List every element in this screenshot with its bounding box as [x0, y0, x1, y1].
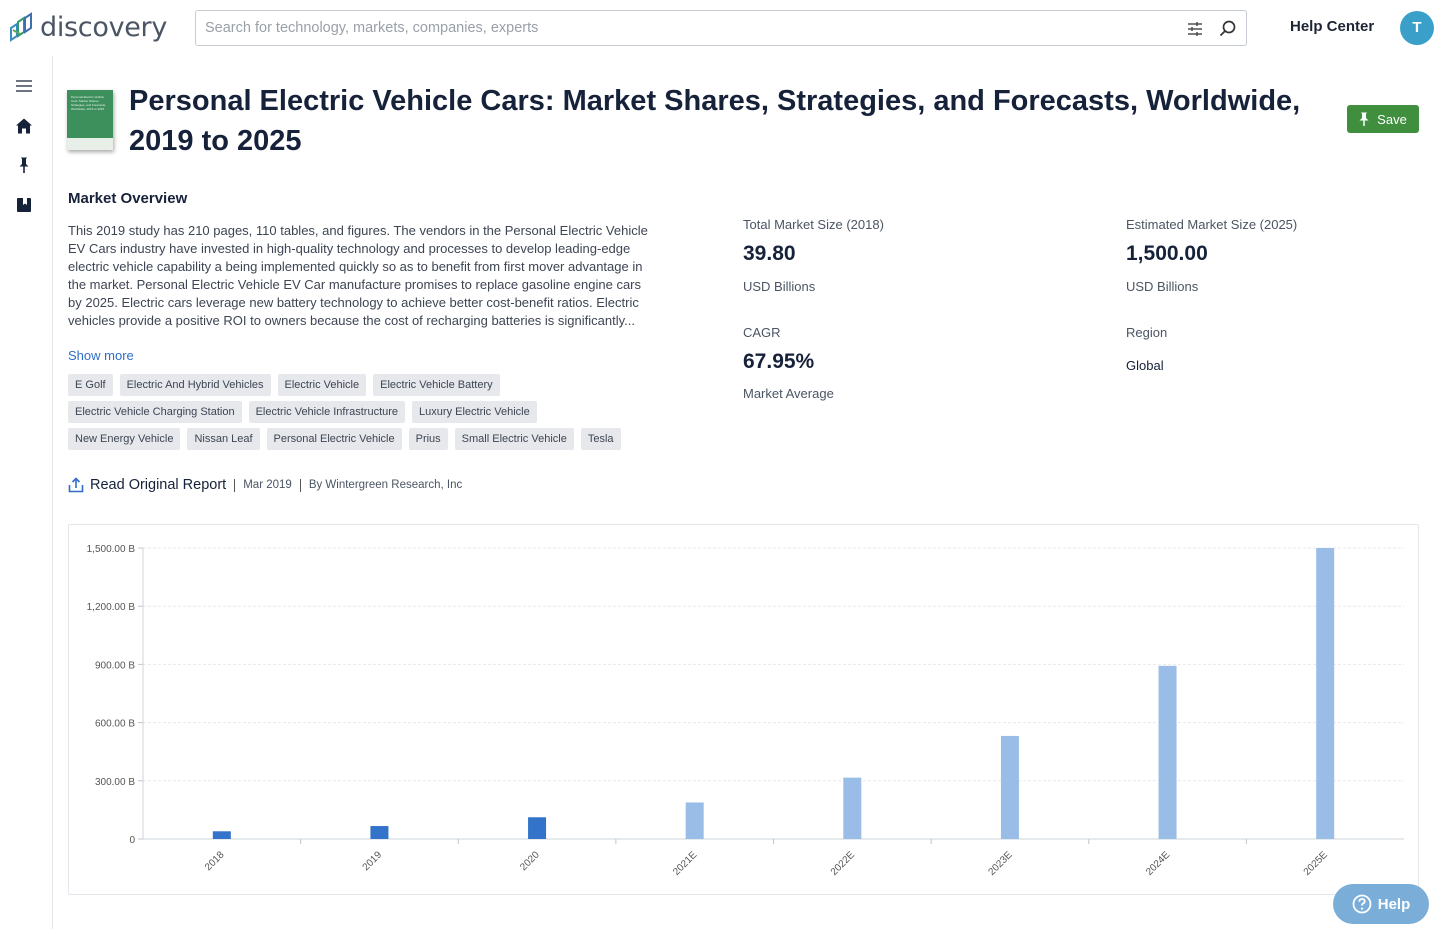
tag-list: E Golf Electric And Hybrid Vehicles Elec… [68, 374, 678, 455]
tag[interactable]: Electric Vehicle Infrastructure [249, 401, 405, 423]
tag[interactable]: Prius [409, 428, 448, 450]
search-input[interactable] [205, 18, 1165, 38]
logo[interactable]: discovery [8, 10, 167, 44]
bar [1316, 548, 1334, 839]
region-label: Region [1126, 325, 1167, 340]
menu-icon[interactable] [15, 77, 33, 95]
bar [213, 831, 231, 839]
tag[interactable]: Small Electric Vehicle [455, 428, 574, 450]
search-icon[interactable] [1218, 19, 1238, 39]
avatar[interactable]: T [1400, 11, 1434, 45]
home-icon[interactable] [15, 117, 33, 135]
top-bar: discovery Help Center T [0, 0, 1434, 56]
total-market-size-label: Total Market Size (2018) [743, 217, 884, 232]
bar [843, 778, 861, 839]
y-tick-label: 1,200.00 B [87, 602, 136, 613]
bar [1159, 666, 1177, 839]
help-center-link[interactable]: Help Center [1290, 18, 1374, 35]
bar [370, 826, 388, 839]
main-content: Personal Electric Vehicle Cars: Market S… [53, 56, 1434, 929]
filter-icon[interactable] [1186, 20, 1204, 38]
bar [1001, 736, 1019, 839]
share-icon[interactable] [68, 477, 84, 493]
tag[interactable]: New Energy Vehicle [68, 428, 180, 450]
cagr-sub: Market Average [743, 386, 834, 401]
x-tick-label: 2019 [361, 849, 385, 873]
y-tick-label: 1,500.00 B [87, 544, 136, 555]
tag-row: E Golf Electric And Hybrid Vehicles Elec… [68, 374, 678, 396]
x-tick-label: 2020 [518, 849, 542, 873]
divider [300, 479, 301, 492]
read-original-report-link[interactable]: Read Original Report [90, 477, 226, 493]
report-source-row: Read Original Report Mar 2019 By Winterg… [68, 474, 462, 496]
x-tick-label: 2022E [829, 849, 857, 877]
library-icon[interactable] [15, 196, 33, 214]
tag[interactable]: Electric Vehicle [278, 374, 367, 396]
region-value: Global [1126, 358, 1164, 373]
total-market-size-unit: USD Billions [743, 279, 815, 294]
report-cover-image: Personal Electric Vehicle Cars: Market S… [67, 90, 113, 150]
x-tick-label: 2021E [671, 849, 699, 877]
tag[interactable]: Nissan Leaf [187, 428, 259, 450]
tag[interactable]: Electric Vehicle Battery [373, 374, 500, 396]
side-nav [0, 56, 53, 929]
x-tick-label: 2024E [1144, 849, 1172, 877]
tag[interactable]: Luxury Electric Vehicle [412, 401, 537, 423]
bar [528, 817, 546, 839]
y-tick-label: 0 [129, 835, 135, 846]
page-title: Personal Electric Vehicle Cars: Market S… [129, 81, 1329, 161]
search-bar[interactable] [195, 10, 1247, 46]
tag-row: New Energy Vehicle Nissan Leaf Personal … [68, 428, 678, 450]
x-tick-label: 2025E [1302, 849, 1330, 877]
tag[interactable]: Personal Electric Vehicle [267, 428, 402, 450]
tag[interactable]: E Golf [68, 374, 113, 396]
logo-text: discovery [40, 12, 167, 43]
x-tick-label: 2023E [986, 849, 1014, 877]
divider [234, 479, 235, 492]
cagr-value: 67.95% [743, 350, 814, 374]
bar-chart: 0 300.00 B 600.00 B 900.00 B 1,200.00 B 1,500… [69, 525, 1420, 896]
save-label: Save [1377, 112, 1407, 127]
estimated-market-size-unit: USD Billions [1126, 279, 1198, 294]
section-title: Market Overview [68, 190, 187, 207]
report-publisher: By Wintergreen Research, Inc [309, 479, 462, 491]
y-tick-label: 600.00 B [95, 719, 135, 730]
pin-icon[interactable] [15, 156, 33, 174]
market-size-chart: 0 300.00 B 600.00 B 900.00 B 1,200.00 B 1,500… [68, 524, 1419, 895]
x-tick-label: 2018 [203, 849, 227, 873]
estimated-market-size-value: 1,500.00 [1126, 242, 1208, 266]
help-button[interactable]: Help [1333, 884, 1429, 924]
help-label: Help [1378, 896, 1411, 913]
pin-icon [1359, 112, 1369, 126]
tag[interactable]: Tesla [581, 428, 621, 450]
cagr-label: CAGR [743, 325, 781, 340]
y-tick-label: 300.00 B [95, 777, 135, 788]
total-market-size-value: 39.80 [743, 242, 796, 266]
save-button[interactable]: Save [1347, 105, 1419, 133]
question-icon [1352, 894, 1372, 914]
report-cover-text: Personal Electric Vehicle Cars: Market S… [71, 95, 109, 111]
tag[interactable]: Electric Vehicle Charging Station [68, 401, 242, 423]
tag[interactable]: Electric And Hybrid Vehicles [120, 374, 271, 396]
logo-mark-icon [8, 12, 36, 42]
tag-row: Electric Vehicle Charging Station Electr… [68, 401, 678, 423]
report-description: This 2019 study has 210 pages, 110 table… [68, 222, 658, 330]
estimated-market-size-label: Estimated Market Size (2025) [1126, 217, 1297, 232]
report-date: Mar 2019 [243, 479, 292, 491]
y-tick-label: 900.00 B [95, 660, 135, 671]
show-more-link[interactable]: Show more [68, 348, 134, 363]
bar [686, 802, 704, 839]
